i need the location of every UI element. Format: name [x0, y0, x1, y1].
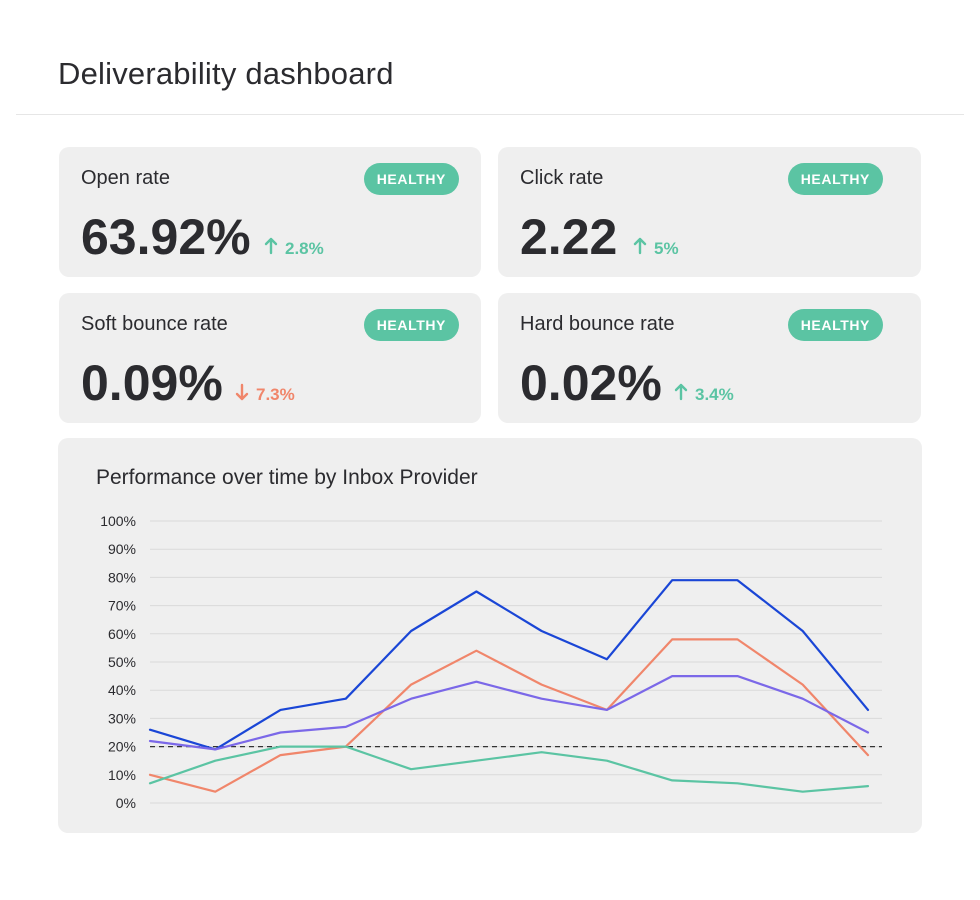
metric-card-open-rate: Open rate HEALTHY 63.92% 2.8%: [59, 147, 481, 277]
metric-value: 0.02%: [520, 355, 662, 411]
arrow-up-icon: [632, 237, 648, 260]
metric-value: 2.22: [520, 209, 618, 265]
metric-delta-value: 2.8%: [285, 238, 324, 258]
series-line-4: [148, 745, 870, 793]
line-chart: 100% 90% 80% 70% 60% 50% 40% 30% 20% 10% 0%: [100, 513, 882, 811]
metric-label: Hard bounce rate: [520, 313, 675, 335]
metric-delta-value: 3.4%: [695, 384, 734, 404]
metric-label: Click rate: [520, 167, 604, 189]
metric-label: Open rate: [81, 167, 170, 189]
status-badge: HEALTHY: [363, 163, 459, 195]
metric-card-click-rate: Click rate HEALTHY 2.22 5%: [498, 147, 921, 277]
arrow-up-icon: [673, 383, 689, 406]
metric-delta-value: 7.3%: [256, 384, 295, 404]
chart-title: Performance over time by Inbox Provider: [96, 466, 478, 489]
y-tick-label: 50%: [108, 654, 136, 670]
metric-delta-value: 5%: [654, 238, 679, 258]
status-badge: HEALTHY: [787, 309, 883, 341]
metric-value: 63.92%: [81, 209, 251, 265]
metric-label: Soft bounce rate: [81, 313, 228, 335]
y-tick-label: 20%: [108, 739, 136, 755]
status-badge: HEALTHY: [787, 163, 883, 195]
series-line-3: [148, 675, 870, 751]
metric-card-hard-bounce-rate: Hard bounce rate HEALTHY 0.02% 3.4%: [498, 293, 921, 423]
y-tick-label: 40%: [108, 682, 136, 698]
page-title: Deliverability dashboard: [58, 56, 394, 91]
status-badge: HEALTHY: [363, 309, 459, 341]
y-tick-label: 30%: [108, 710, 136, 726]
header-divider: [16, 114, 964, 115]
chart-card: Performance over time by Inbox Provider …: [58, 438, 922, 833]
series-line-1: [148, 579, 870, 751]
series-line-2: [148, 638, 870, 793]
arrow-up-icon: [263, 237, 279, 260]
arrow-down-icon: [234, 383, 250, 406]
metric-card-soft-bounce-rate: Soft bounce rate HEALTHY 0.09% 7.3%: [59, 293, 481, 423]
y-tick-label: 10%: [108, 767, 136, 783]
metric-delta: 2.8%: [263, 237, 324, 260]
y-tick-label: 70%: [108, 598, 136, 614]
y-tick-label: 60%: [108, 626, 136, 642]
metric-delta: 5%: [632, 237, 679, 260]
y-tick-label: 90%: [108, 541, 136, 557]
metric-delta: 7.3%: [234, 383, 295, 406]
y-tick-label: 100%: [100, 513, 136, 529]
metric-value: 0.09%: [81, 355, 223, 411]
y-tick-label: 0%: [116, 795, 136, 811]
metric-delta: 3.4%: [673, 383, 734, 406]
y-tick-label: 80%: [108, 569, 136, 585]
